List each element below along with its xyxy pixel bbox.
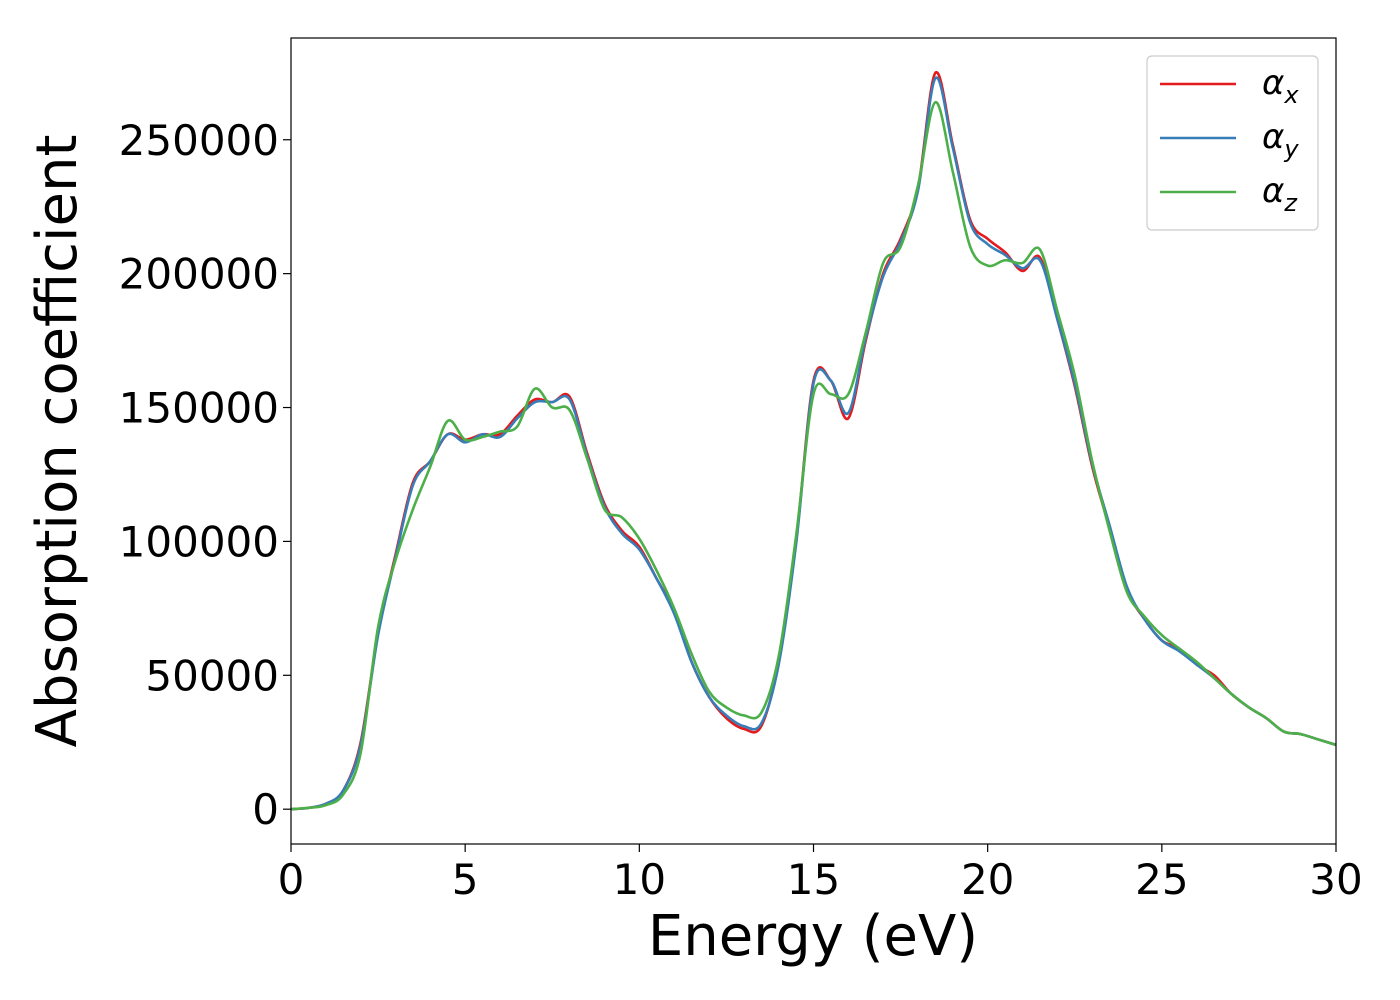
y-tick-label: 200000 xyxy=(119,250,279,299)
y-tick-label: 250000 xyxy=(119,116,279,165)
x-tick-label: 30 xyxy=(1309,855,1362,904)
y-tick-label: 50000 xyxy=(145,651,279,700)
y-tick-label: 150000 xyxy=(119,384,279,433)
series-line-alpha-y xyxy=(290,76,1337,811)
y-axis-title: Absorption coefficient xyxy=(25,135,90,748)
tick-layer: 0 5 10 15 20 25 30 0 50000 100000 150000 200000 2500… xyxy=(119,116,1363,904)
x-tick-label: 15 xyxy=(787,855,840,904)
x-tick-label: 5 xyxy=(452,855,479,904)
legend-label-alpha-y: αy xyxy=(1262,117,1299,163)
x-tick-label: 20 xyxy=(961,855,1014,904)
legend-label-alpha-x: αx xyxy=(1262,63,1299,109)
x-tick-label: 0 xyxy=(278,855,305,904)
series-layer xyxy=(290,71,1337,811)
x-tick-label: 25 xyxy=(1135,855,1188,904)
legend: αx αy αz xyxy=(1146,55,1319,231)
y-tick-label: 0 xyxy=(252,785,279,834)
legend-box xyxy=(1146,55,1319,231)
x-axis-title: Energy (eV) xyxy=(648,904,978,969)
plot-area-frame xyxy=(290,37,1337,845)
legend-label-alpha-z: αz xyxy=(1262,171,1298,217)
y-tick-label: 100000 xyxy=(119,517,279,566)
x-tick-label: 10 xyxy=(613,855,666,904)
series-line-alpha-z xyxy=(290,100,1337,811)
